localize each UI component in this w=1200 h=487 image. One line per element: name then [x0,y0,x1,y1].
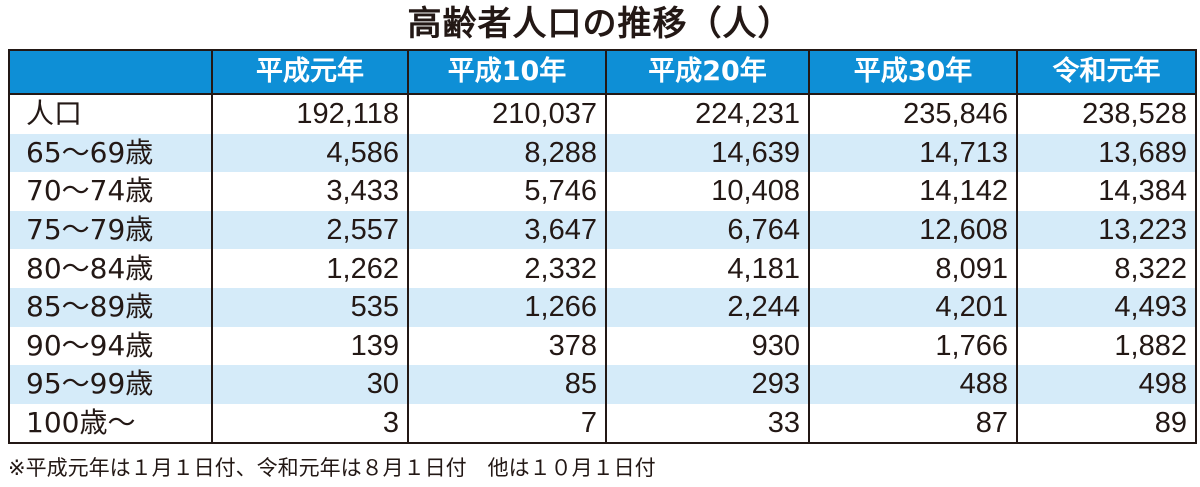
table-cell: 210,037 [407,93,606,134]
table-cell: 14,384 [1016,172,1196,211]
column-header-heisei-10: 平成10年 [407,50,606,94]
table-cell: 1,266 [407,287,606,327]
column-header-heisei-20: 平成20年 [605,50,809,94]
table-cell: 7 [407,403,606,444]
table-cell: 139 [211,326,408,366]
row-label: 65～69歳 [9,133,212,173]
table-cell: 293 [605,365,809,404]
table-cell: 2,332 [407,249,606,288]
page-title: 高齢者人口の推移（人） [407,4,793,44]
row-label: 100歳～ [26,406,136,440]
header-row: 平成元年 平成10年 平成20年 平成30年 令和元年 [9,50,1196,94]
row-label: 人口 [9,93,212,134]
header-corner-cell [9,50,212,94]
column-header-reiwa-1: 令和元年 [1016,50,1196,94]
table-cell: 14,142 [808,172,1017,211]
table-row: 100歳～ 3 7 33 87 89 [9,403,1196,444]
table-row: 65～69歳 4,586 8,288 14,639 14,713 13,689 [9,133,1196,173]
table-cell: 4,181 [605,249,809,288]
table-cell: 30 [211,365,408,404]
table-cell: 8,288 [407,133,606,173]
column-header-heisei-1: 平成元年 [211,50,408,94]
table-cell: 14,639 [605,133,809,173]
table-cell: 85 [407,365,606,404]
row-label: 90～94歳 [26,328,154,362]
table-cell: 4,201 [808,287,1017,327]
table-cell: 3,647 [407,210,606,250]
table-cell: 33 [605,403,809,444]
row-label: 70～74歳 [26,174,154,208]
table-cell: 378 [407,326,606,366]
table-cell: 89 [1016,403,1196,444]
table-cell: 498 [1016,365,1196,404]
table-cell: 8,091 [808,249,1017,288]
table-row-total: 人口 192,118 210,037 224,231 235,846 238,5… [9,93,1196,134]
table-cell: 13,689 [1016,133,1196,173]
table-cell: 224,231 [605,93,809,134]
table-cell: 87 [808,403,1017,444]
column-header-heisei-30: 平成30年 [808,50,1017,94]
table-row: 70～74歳 3,433 5,746 10,408 14,142 14,384 [9,172,1196,211]
table-cell: 930 [605,326,809,366]
table-row: 95～99歳 30 85 293 488 498 [9,365,1196,404]
table-cell: 6,764 [605,210,809,250]
table-cell: 5,746 [407,172,606,211]
table-row: 75～79歳 2,557 3,647 6,764 12,608 13,223 [9,210,1196,250]
table-cell: 4,493 [1016,287,1196,327]
table-cell: 238,528 [1016,93,1196,134]
table-cell: 1,262 [211,249,408,288]
table-cell: 192,118 [211,93,408,134]
table-cell: 535 [211,287,408,327]
table-cell: 4,586 [211,133,408,173]
table-cell: 488 [808,365,1017,404]
table-cell: 1,882 [1016,326,1196,366]
table-cell: 3,433 [211,172,408,211]
table-cell: 2,557 [211,210,408,250]
footnote: ※平成元年は１月１日付、令和元年は８月１日付 他は１０月１日付 [8,456,656,480]
row-label: 80～84歳 [26,251,154,285]
row-label: 95～99歳 [9,365,212,404]
table-cell: 1,766 [808,326,1017,366]
table-cell: 235,846 [808,93,1017,134]
table-cell: 2,244 [605,287,809,327]
table-cell: 14,713 [808,133,1017,173]
table-cell: 12,608 [808,210,1017,250]
table-cell: 8,322 [1016,249,1196,288]
population-table: 平成元年 平成10年 平成20年 平成30年 令和元年 人口 192,118 2… [8,49,1197,445]
table-row: 80～84歳 1,262 2,332 4,181 8,091 8,322 [9,249,1196,288]
row-label: 85～89歳 [9,287,212,327]
row-label: 75～79歳 [9,210,212,250]
table-row: 90～94歳 139 378 930 1,766 1,882 [9,326,1196,366]
table-cell: 10,408 [605,172,809,211]
table-row: 85～89歳 535 1,266 2,244 4,201 4,493 [9,287,1196,327]
table-cell: 13,223 [1016,210,1196,250]
table-cell: 3 [211,403,408,444]
